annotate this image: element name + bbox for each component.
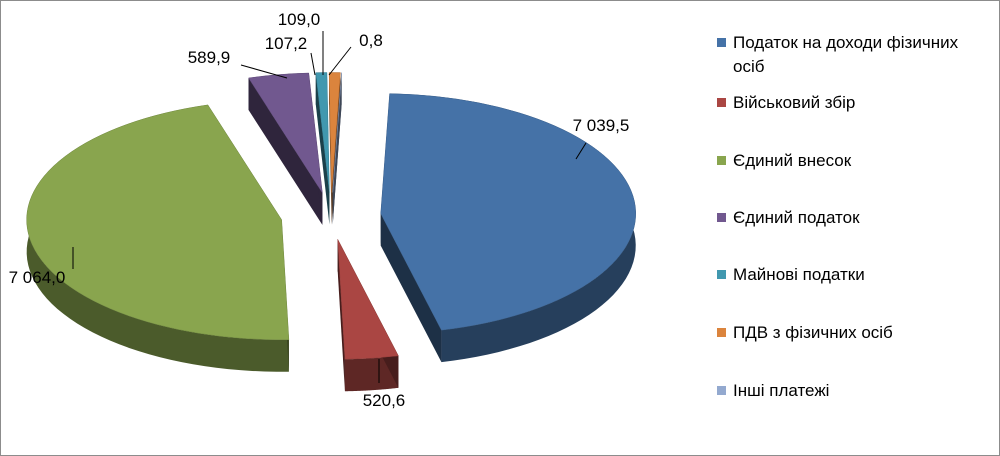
legend-swatch xyxy=(717,386,726,395)
legend-label: Єдиний внесок xyxy=(733,151,852,170)
leader-line xyxy=(240,64,288,79)
data-label: 589,9 xyxy=(188,48,231,67)
slice-cut-face xyxy=(380,213,442,363)
slice-інші-платежі xyxy=(332,72,342,193)
leader-line xyxy=(310,52,316,76)
legend-item: Військовий збір xyxy=(717,91,987,115)
data-label: 0,8 xyxy=(359,31,383,50)
legend-item: Інші платежі xyxy=(717,379,987,403)
slice-side xyxy=(26,104,289,372)
slice-cut-face xyxy=(248,77,323,225)
data-label: 7 064,0 xyxy=(9,268,66,287)
slice-податок-на-доходи-фізичних-осіб xyxy=(380,93,636,331)
legend-item: Єдиний внесок xyxy=(717,149,987,173)
data-label: 7 039,5 xyxy=(573,116,630,135)
slice-side xyxy=(344,355,399,392)
pie-slices xyxy=(26,72,636,392)
legend-swatch xyxy=(717,270,726,279)
slice-військовий-збір xyxy=(337,239,399,360)
legend-swatch xyxy=(717,328,726,337)
legend-label: Податок на доходи фізичних осіб xyxy=(733,33,959,76)
data-label: 109,0 xyxy=(278,10,321,29)
slice-пдв-з-фізичних-осіб xyxy=(328,72,341,193)
slice-cut-face xyxy=(337,239,345,392)
slice-cut-face xyxy=(315,72,330,225)
legend-swatch xyxy=(717,38,726,47)
slice-cut-face xyxy=(332,72,342,225)
data-labels: 7 039,5 520,6 7 064,0 589,9 107,2 109,0 0,8 xyxy=(9,10,630,410)
pie-chart: 7 039,5 520,6 7 064,0 589,9 107,2 109,0 0,8 xyxy=(9,10,636,410)
slice-майнові-податки xyxy=(315,72,330,193)
legend-label: Майнові податки xyxy=(733,265,865,284)
legend-label: Єдиний податок xyxy=(733,208,860,227)
legend-item: Єдиний податок xyxy=(717,206,987,230)
legend-swatch xyxy=(717,213,726,222)
leader-line xyxy=(328,46,352,76)
legend-label: Військовий збір xyxy=(733,93,856,112)
legend-swatch xyxy=(717,98,726,107)
data-label: 520,6 xyxy=(363,391,406,410)
slice-єдиний-податок xyxy=(248,72,323,193)
legend-swatch xyxy=(717,156,726,165)
leader-line xyxy=(575,142,587,160)
legend-item: Майнові податки xyxy=(717,263,987,287)
legend-label: ПДВ з фізичних осіб xyxy=(733,323,893,342)
legend-label: Інші платежі xyxy=(733,381,830,400)
legend-item: ПДВ з фізичних осіб xyxy=(717,321,987,345)
legend-item: Податок на доходи фізичних осіб xyxy=(717,31,987,79)
data-label: 107,2 xyxy=(265,34,308,53)
slice-єдиний-внесок xyxy=(26,104,290,340)
